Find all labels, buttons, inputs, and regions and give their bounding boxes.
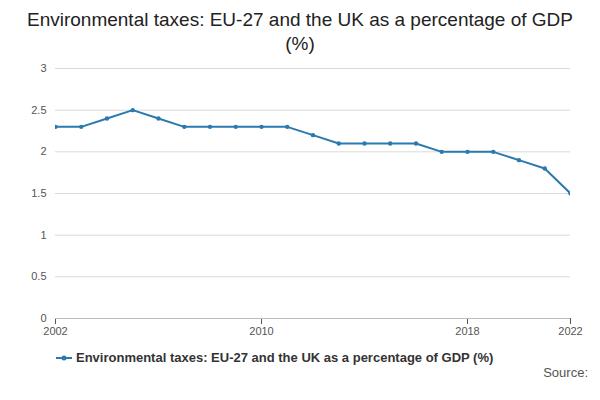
html-text:Environmental taxes: EU-27 and: Environmental taxes: EU-27 and the UK as… (76, 350, 494, 365)
svg-text:2002: 2002 (43, 325, 67, 337)
svg-text:3: 3 (40, 62, 46, 74)
svg-text:2022: 2022 (558, 325, 582, 337)
svg-text:2.5: 2.5 (31, 104, 46, 116)
svg-text:1: 1 (40, 229, 46, 241)
svg-text:2018: 2018 (455, 325, 479, 337)
svg-text:0.5: 0.5 (31, 270, 46, 282)
svg-text:2010: 2010 (249, 325, 273, 337)
html-text:Environmental taxes: EU-27 and: Environmental taxes: EU-27 and the UK as… (27, 9, 573, 54)
svg-text:2: 2 (40, 145, 46, 157)
html-text:Source:: Source: (543, 365, 588, 380)
svg-text:1.5: 1.5 (31, 187, 46, 199)
svg-text:0: 0 (40, 312, 46, 324)
